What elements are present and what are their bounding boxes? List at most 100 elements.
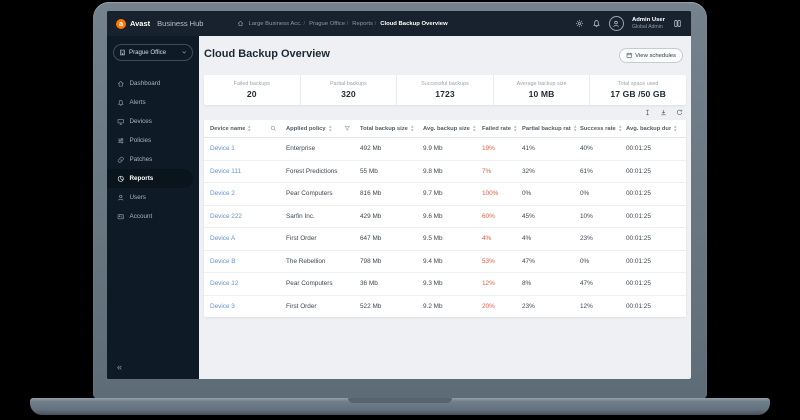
column-header[interactable]: Avg. backup duration [626, 125, 680, 132]
view-schedules-button[interactable]: View schedules [618, 48, 683, 63]
stat-item: Total space used 17 GB /50 GB [589, 75, 686, 105]
column-header-label: Partial backup rate [522, 125, 571, 132]
sidebar-item-reports[interactable]: Reports [107, 169, 193, 188]
cell-partial-backup-rate: 32% [522, 167, 535, 175]
stats-bar: Failed backups 20 Partial backups 320 Succes… [204, 75, 686, 105]
cell-avg-backup-duration: 00:01:25 [626, 190, 651, 198]
app-window: a Avast Business Hub Large Business Acc.… [107, 11, 691, 379]
cell-applied-policy: Pear Computers [286, 280, 333, 288]
column-header[interactable]: Applied policy [286, 125, 360, 132]
column-header[interactable]: Success rate [580, 125, 626, 132]
monitor-icon [117, 118, 125, 126]
brand-logo[interactable]: a Avast Business Hub [116, 18, 203, 29]
home-icon [237, 20, 244, 27]
cell-device-name[interactable]: Device 2 [210, 190, 235, 198]
avatar[interactable] [608, 16, 624, 31]
sidebar-item-label: Policies [129, 137, 152, 144]
sort-icon[interactable] [472, 125, 477, 132]
cell-device-name[interactable]: Device B [210, 257, 236, 265]
download-icon[interactable] [660, 109, 667, 116]
cell-success-rate: 12% [580, 302, 593, 310]
breadcrumb-item[interactable]: Large Business Acc. [248, 21, 305, 27]
bell-icon[interactable] [592, 19, 601, 28]
search-icon[interactable] [270, 125, 277, 132]
sort-icon[interactable] [513, 125, 518, 132]
cell-failed-rate: 53% [482, 257, 495, 265]
cell-device-name[interactable]: Device 1 [210, 145, 235, 153]
sidebar-nav: Dashboard Alerts Devices Policies Patches Rep… [107, 74, 199, 226]
stat-value: 1723 [435, 89, 455, 100]
cell-device-name[interactable]: Device 222 [210, 212, 242, 220]
stat-item: Failed backups 20 [204, 75, 300, 105]
sort-icon[interactable] [573, 125, 578, 132]
cell-avg-backup-duration: 00:01:25 [626, 235, 651, 243]
refresh-icon[interactable] [676, 109, 683, 116]
cell-total-backup-size: 798 Mb [360, 257, 382, 265]
cell-partial-backup-rate: 23% [522, 302, 535, 310]
column-header[interactable]: Avg. backup size [423, 125, 482, 132]
building-icon [119, 49, 126, 56]
column-header-label: Success rate [580, 125, 616, 132]
laptop-base [30, 398, 770, 415]
sidebar-item-devices[interactable]: Devices [107, 112, 193, 131]
cell-failed-rate: 12% [482, 280, 495, 288]
cell-device-name[interactable]: Device 12 [210, 280, 239, 288]
cell-avg-backup-size: 9.4 Mb [423, 257, 443, 265]
site-selector-label: Prague Office [129, 49, 167, 56]
sidebar-item-label: Patches [129, 156, 153, 163]
cell-avg-backup-duration: 00:01:25 [626, 212, 651, 220]
column-header[interactable]: Failed rate [482, 125, 522, 132]
sidebar-item-policies[interactable]: Policies [107, 131, 193, 150]
breadcrumb-item[interactable]: Prague Office [309, 21, 348, 27]
cell-success-rate: 40% [580, 145, 593, 153]
filter-icon[interactable] [344, 125, 351, 132]
site-selector[interactable]: Prague Office [113, 44, 193, 61]
cell-partial-backup-rate: 47% [522, 257, 535, 265]
table-header-row: Device name Applied policy Total backup si… [204, 120, 686, 138]
sort-icon[interactable] [410, 125, 415, 132]
sidebar-item-dashboard[interactable]: Dashboard [107, 74, 193, 93]
sidebar-collapse-button[interactable]: « [117, 362, 123, 372]
cell-device-name[interactable]: Device 3 [210, 302, 235, 310]
sort-icon[interactable] [247, 125, 252, 132]
cell-device-name[interactable]: Device 111 [210, 167, 242, 175]
sidebar-item-account[interactable]: Account [107, 207, 193, 226]
cell-total-backup-size: 55 Mb [360, 167, 378, 175]
cell-avg-backup-size: 9.3 Mb [423, 280, 443, 288]
column-header-label: Avg. backup duration [626, 125, 671, 132]
cell-partial-backup-rate: 8% [522, 280, 532, 288]
table-row: Device 2 Pear Computers 816 Mb 9.7 Mb 100% 0%… [204, 183, 686, 206]
cell-success-rate: 61% [580, 167, 593, 175]
sort-icon[interactable] [618, 125, 623, 132]
apps-icon[interactable] [673, 19, 682, 28]
column-cursor-icon[interactable] [644, 109, 651, 116]
stat-label: Total space used [617, 80, 659, 87]
sidebar-item-alerts[interactable]: Alerts [107, 93, 193, 112]
cell-total-backup-size: 522 Mb [360, 302, 382, 310]
window-body: Prague Office Dashboard Alerts Devices Poli… [107, 36, 691, 379]
column-header-label: Total backup size [360, 125, 408, 132]
breadcrumb-item[interactable]: Cloud Backup Overview [380, 20, 448, 27]
sort-icon[interactable] [673, 125, 678, 132]
cell-device-name[interactable]: Device A [210, 235, 236, 243]
calendar-icon [626, 52, 633, 59]
column-header-label: Avg. backup size [423, 125, 470, 132]
sidebar-item-users[interactable]: Users [107, 188, 193, 207]
sort-icon[interactable] [328, 125, 333, 132]
sidebar-item-patches[interactable]: Patches [107, 150, 193, 169]
stat-label: Partial backups [329, 80, 367, 87]
pie-chart-icon [117, 175, 125, 183]
table-body: Device 1 Enterprise 492 Mb 9.9 Mb 19% 41% 40% 0… [204, 138, 686, 317]
table-toolbar [204, 105, 686, 120]
breadcrumb-item[interactable]: Reports [352, 21, 376, 27]
column-header-label: Applied policy [286, 125, 326, 132]
column-header[interactable]: Partial backup rate [522, 125, 580, 132]
stat-label: Successful backups [421, 80, 469, 87]
column-header[interactable]: Total backup size [360, 125, 423, 132]
gear-icon[interactable] [575, 19, 584, 28]
cell-avg-backup-size: 9.7 Mb [423, 190, 443, 198]
cell-applied-policy: Enterprise [286, 145, 316, 153]
column-header[interactable]: Device name [210, 125, 286, 132]
user-menu[interactable]: Admin User Global Admin [632, 17, 665, 30]
